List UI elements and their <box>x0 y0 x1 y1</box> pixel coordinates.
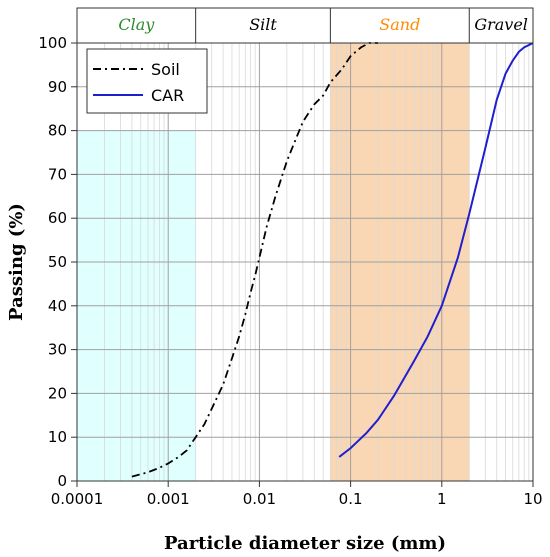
legend-label-car: CAR <box>151 86 184 105</box>
legend-box <box>86 48 208 114</box>
legend-label-soil: Soil <box>151 60 180 79</box>
y-tick-label: 80 <box>48 122 67 140</box>
y-tick-label: 20 <box>48 384 67 402</box>
series-lines <box>131 42 534 478</box>
x-tick-label: 0.1 <box>339 490 363 508</box>
band-label-silt: Silt <box>249 15 277 34</box>
y-tick-label: 10 <box>48 428 67 446</box>
legend: Soil CAR <box>86 48 208 114</box>
x-tick-label: 1 <box>437 490 447 508</box>
x-tick-label: 0.001 <box>147 490 190 508</box>
y-tick-label: 70 <box>48 165 67 183</box>
y-tick-label: 50 <box>48 253 67 271</box>
y-axis-title: Passing (%) <box>6 203 27 321</box>
band-label-sand: Sand <box>379 15 420 34</box>
x-tick-label: 0.0001 <box>51 490 104 508</box>
series-soil <box>131 42 379 478</box>
band-label-frame <box>76 7 534 44</box>
y-tick-label: 0 <box>57 472 67 490</box>
x-axis-ticks: 0.0001 0.001 0.01 0.1 1 10 <box>51 481 543 508</box>
series-car <box>338 42 534 458</box>
x-axis-title: Particle diameter size (mm) <box>164 533 446 554</box>
band-label-clay: Clay <box>118 15 155 34</box>
y-tick-label: 30 <box>48 341 67 359</box>
x-tick-label: 0.01 <box>243 490 276 508</box>
x-tick-label: 10 <box>523 490 542 508</box>
y-tick-label: 60 <box>48 209 67 227</box>
y-axis-ticks: 0 10 20 30 40 50 60 70 80 90 100 <box>38 34 77 490</box>
y-tick-label: 90 <box>48 78 67 96</box>
y-tick-label: 40 <box>48 297 67 315</box>
band-label-gravel: Gravel <box>474 15 528 34</box>
band-labels: Clay Silt Sand Gravel <box>118 8 528 43</box>
y-tick-label: 100 <box>38 34 67 52</box>
